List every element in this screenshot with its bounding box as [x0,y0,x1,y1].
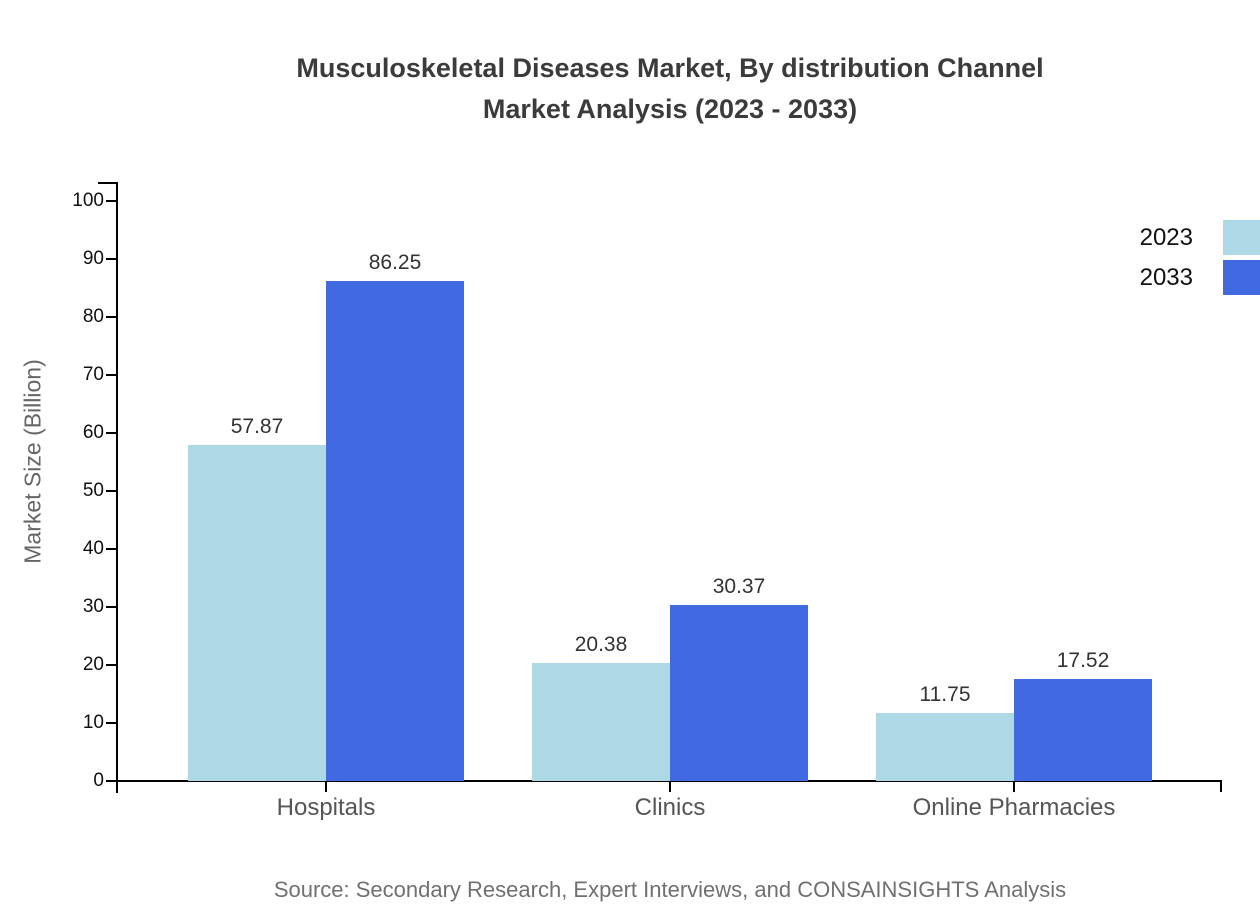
chart-title-line-1: Musculoskeletal Diseases Market, By dist… [296,53,1044,83]
x-tick [669,782,671,792]
bar-2033-online-pharmacies [1014,679,1152,781]
y-tick-label: 20 [82,654,104,675]
y-tick [106,780,116,782]
y-tick-label: 90 [82,248,104,269]
y-tick-label: 10 [82,712,104,733]
y-tick [106,548,116,550]
x-category-label: Hospitals [276,794,376,821]
bar-value-label: 57.87 [230,415,284,439]
legend-label-2023: 2023 [1139,224,1193,251]
y-tick [106,374,116,376]
y-tick [106,200,116,202]
y-tick [106,258,116,260]
bar-2023-online-pharmacies [876,712,1014,781]
bar-value-label: 30.37 [712,574,766,598]
legend-swatch-2033 [1223,260,1260,295]
bar-value-label: 86.25 [368,250,422,274]
y-tick-label: 70 [82,364,104,385]
bar-2033-clinics [670,604,808,781]
y-axis-top-cap [98,182,116,184]
x-axis-end-tick [1220,780,1222,792]
y-axis-line [116,182,118,793]
y-tick-label: 80 [82,306,104,327]
y-tick-label: 30 [82,596,104,617]
chart-title-line-2: Market Analysis (2023 - 2033) [482,94,858,124]
source-note: Source: Secondary Research, Expert Inter… [273,877,1067,902]
x-tick [325,782,327,792]
x-tick [1013,782,1015,792]
bar-2023-hospitals [188,445,326,781]
y-tick-label: 0 [93,770,104,791]
y-tick-label: 40 [82,538,104,559]
bar-value-label: 17.52 [1056,649,1110,673]
y-tick [106,316,116,318]
chart-title: Musculoskeletal Diseases Market, By dist… [118,48,1222,130]
bar-2033-hospitals [326,280,464,781]
y-tick [106,432,116,434]
y-tick-label: 60 [82,422,104,443]
legend-label-2033: 2033 [1139,264,1193,291]
y-tick [106,606,116,608]
x-category-label: Clinics [634,794,706,821]
bar-value-label: 20.38 [574,632,628,656]
y-tick-label: 50 [82,480,104,501]
y-tick [106,490,116,492]
bar-2023-clinics [532,662,670,781]
x-axis-line [116,780,1222,782]
bar-value-label: 11.75 [919,682,971,706]
x-category-label: Online Pharmacies [912,794,1116,821]
legend-swatch-2023 [1223,220,1260,255]
y-tick-label: 100 [72,190,104,211]
y-tick [106,722,116,724]
y-tick [106,664,116,666]
